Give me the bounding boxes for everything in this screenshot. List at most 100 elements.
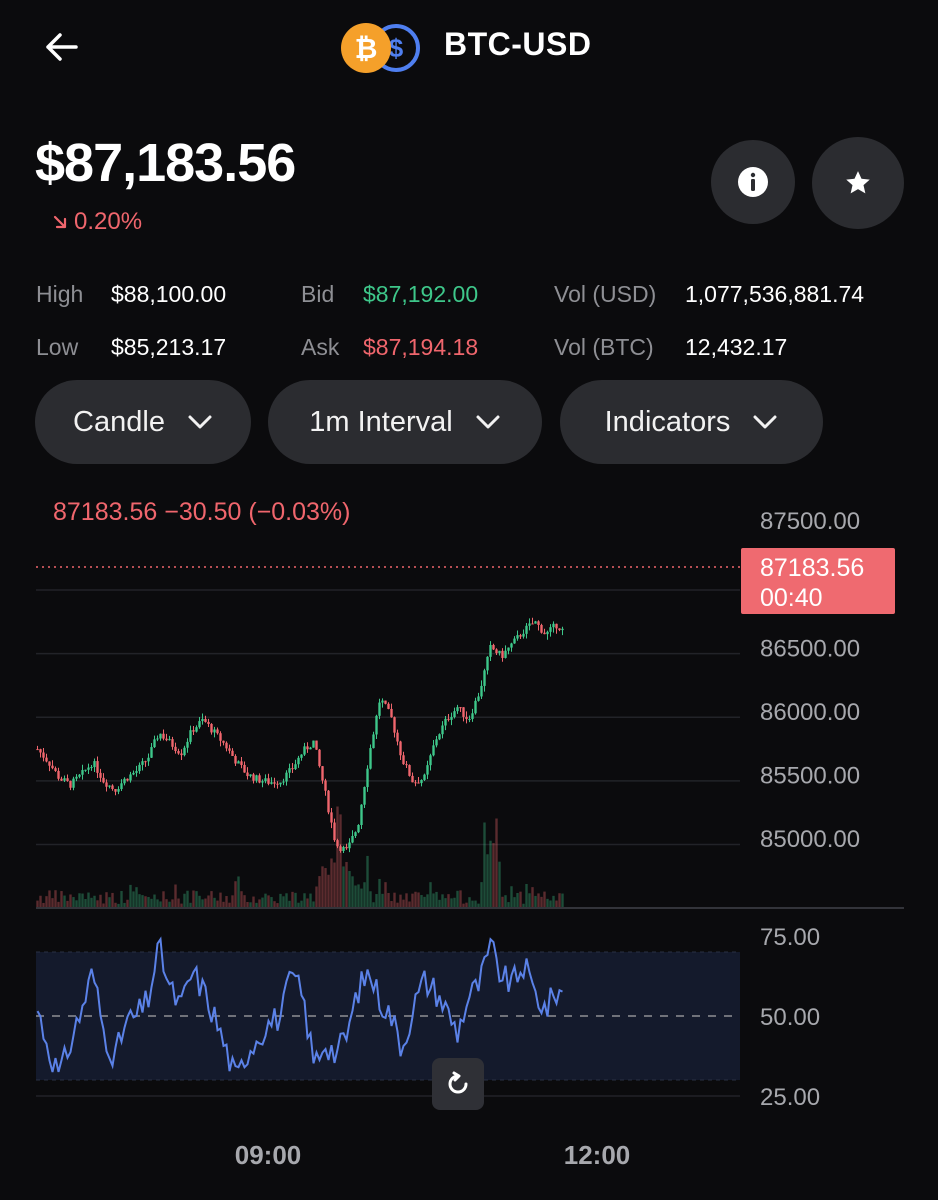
arrow-down-right-icon — [53, 215, 67, 229]
back-button[interactable] — [36, 22, 88, 74]
pair-icons: $ ₿ — [338, 20, 420, 76]
candle-body — [93, 761, 96, 768]
chart-type-dropdown[interactable]: Candle — [35, 380, 251, 464]
volume-bar — [330, 858, 333, 908]
candle-body — [372, 734, 375, 749]
volume-bar — [396, 902, 399, 908]
candle-body — [150, 747, 153, 758]
volume-bar — [375, 894, 378, 908]
price-tick: 86500.00 — [760, 635, 860, 662]
candle-body — [366, 768, 369, 788]
candle-body — [198, 721, 201, 728]
volume-bar — [516, 892, 519, 908]
candle-body — [312, 740, 315, 748]
candle-body — [195, 727, 198, 732]
candle-body — [81, 770, 84, 775]
volume-bar — [321, 866, 324, 908]
volume-bar — [444, 898, 447, 908]
candle-body — [279, 782, 282, 785]
candle-body — [177, 751, 180, 754]
volume-bar — [141, 895, 144, 908]
price-tick: 86000.00 — [760, 699, 860, 726]
volume-bar — [477, 903, 480, 908]
candle-body — [132, 772, 135, 775]
volume-bar — [318, 876, 321, 908]
volume-bar — [441, 894, 444, 908]
candle-body — [75, 776, 78, 779]
indicators-dropdown[interactable]: Indicators — [560, 380, 823, 464]
volume-bar — [258, 899, 261, 908]
candle-body — [495, 649, 498, 654]
candle-body — [441, 725, 444, 735]
vol-btc-label: Vol (BTC) — [554, 334, 654, 360]
volume-bar — [126, 899, 129, 908]
candle-body — [387, 703, 390, 709]
candle-body — [111, 785, 114, 790]
candle-body — [282, 781, 285, 783]
volume-bar — [555, 900, 558, 908]
volume-bar — [288, 900, 291, 908]
volume-bar — [420, 895, 423, 908]
volume-bar — [435, 891, 438, 908]
volume-bar — [189, 902, 192, 908]
candle-body — [180, 753, 183, 756]
info-button[interactable] — [711, 140, 795, 224]
candle-body — [330, 812, 333, 823]
volume-bar — [156, 899, 159, 908]
candle-body — [528, 623, 531, 626]
volume-bar — [339, 814, 342, 908]
candle-body — [153, 739, 156, 748]
candle-body — [324, 780, 327, 791]
volume-bar — [177, 898, 180, 908]
volume-bar — [249, 902, 252, 908]
reset-zoom-button[interactable] — [432, 1058, 484, 1110]
candle-body — [327, 790, 330, 813]
refresh-icon — [448, 1071, 468, 1094]
volume-bar — [465, 902, 468, 908]
volume-bar — [135, 887, 138, 908]
candle-body — [186, 741, 189, 748]
volume-bar — [165, 899, 168, 908]
volume-bar — [534, 895, 537, 908]
volume-bar — [42, 902, 45, 908]
candle-body — [96, 761, 99, 773]
volume-bar — [90, 897, 93, 908]
volume-bar — [348, 871, 351, 908]
volume-bar — [39, 895, 42, 908]
volume-bar — [495, 818, 498, 908]
volume-bar — [294, 892, 297, 908]
candle-body — [192, 730, 195, 732]
high-value: $88,100.00 — [111, 281, 227, 307]
candle-body — [159, 733, 162, 739]
volume-bar — [426, 894, 429, 908]
volume-bar — [66, 900, 69, 908]
volume-bar — [279, 893, 282, 908]
volume-bar — [510, 886, 513, 908]
price-chart[interactable]: 87183.56 −30.50 (−0.03%) 87500.00 86500.0… — [0, 480, 938, 1200]
vol-usd-value: 1,077,536,881.74 — [685, 281, 865, 307]
candle-body — [243, 764, 246, 773]
candle-body — [72, 778, 75, 788]
bid-value: $87,192.00 — [363, 281, 479, 307]
candle-body — [129, 774, 132, 781]
volume-bar — [252, 896, 255, 908]
candle-body — [174, 746, 177, 752]
ask-label: Ask — [301, 334, 340, 360]
candle-body — [309, 747, 312, 750]
pair-title: BTC-USD — [444, 26, 592, 62]
bitcoin-icon: ₿ — [341, 23, 391, 73]
volume-bar — [240, 891, 243, 908]
volume-bar — [297, 902, 300, 908]
candle-body — [54, 768, 57, 771]
chevron-down-icon — [476, 415, 500, 429]
candle-body — [426, 765, 429, 775]
candle-body — [423, 774, 426, 780]
volume-bar — [60, 891, 63, 908]
price-gridlines — [36, 589, 740, 909]
candle-body — [519, 635, 522, 637]
candle-body — [246, 772, 249, 777]
watchlist-button[interactable] — [812, 137, 904, 229]
candle-body — [477, 696, 480, 701]
candle-body — [381, 700, 384, 703]
interval-dropdown[interactable]: 1m Interval — [268, 380, 542, 464]
